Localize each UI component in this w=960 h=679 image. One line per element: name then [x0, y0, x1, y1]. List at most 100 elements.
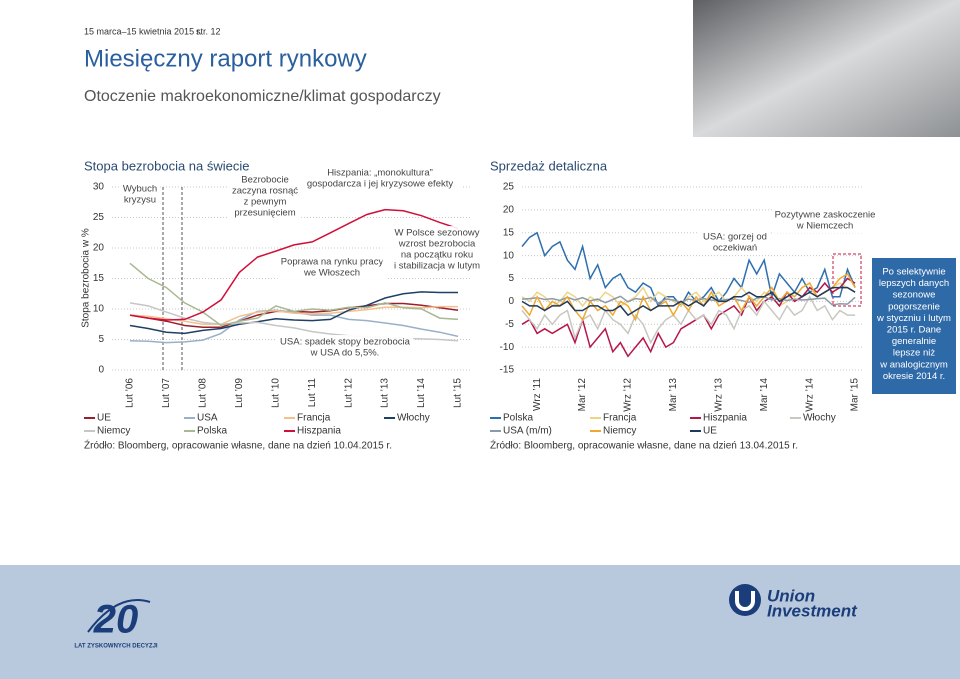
- annotation: Poprawa na rynku pracy: [281, 257, 384, 268]
- y-tick-label: 20: [503, 205, 515, 216]
- x-tick-label: Lut ’08: [198, 378, 209, 408]
- legend-label: Hiszpania: [297, 426, 341, 437]
- anniversary-text: LAT ZYSKOWNYCH DECYZJI: [74, 644, 158, 650]
- x-tick-label: Lut ’15: [453, 378, 464, 408]
- y-tick-label: 10: [93, 304, 105, 315]
- annotation: wzrost bezrobocia: [398, 239, 476, 250]
- legend-label: Hiszpania: [703, 413, 747, 424]
- series-line: [129, 262, 459, 327]
- series-line: [521, 231, 856, 308]
- legend-label: Włochy: [803, 413, 836, 424]
- annotation: USA: spadek stopy bezrobocia: [280, 337, 411, 348]
- x-tick-label: Mar ’13: [668, 378, 679, 412]
- legend-label: Niemcy: [97, 426, 130, 437]
- annotation: w USA do 5,5%.: [310, 348, 380, 359]
- side-note: w styczniu i lutym: [876, 313, 951, 324]
- series-line: [521, 286, 856, 317]
- annotation: we Włoszech: [303, 268, 360, 279]
- annotation-box: [119, 182, 161, 207]
- annotation: na początku roku: [401, 250, 473, 261]
- series-line: [129, 305, 458, 326]
- annotation-box: [772, 208, 878, 233]
- annotation: Bezrobocie: [241, 175, 289, 186]
- y-tick-label: 15: [503, 227, 515, 238]
- series-line: [129, 291, 458, 335]
- annotation: przesunięciem: [234, 208, 295, 219]
- side-note: generalnie: [892, 336, 936, 347]
- legend-label: UE: [97, 413, 111, 424]
- anniversary-swoosh: [87, 599, 151, 633]
- x-tick-label: Lut ’12: [343, 378, 354, 408]
- annotation: zaczyna rosnąć: [232, 186, 298, 197]
- x-tick-label: Mar ’14: [759, 378, 770, 412]
- chart-title: Sprzedaż detaliczna: [490, 158, 608, 173]
- y-tick-label: 10: [503, 250, 515, 261]
- side-note-box: [872, 258, 956, 394]
- annotation-box: [276, 335, 414, 360]
- anniversary-number: 20: [93, 598, 139, 642]
- x-tick-label: Lut ’09: [234, 378, 245, 408]
- annotation-box: [698, 230, 772, 255]
- x-tick-label: Wrz ’12: [623, 378, 634, 412]
- annotation: USA: gorzej od: [703, 232, 767, 243]
- annotation: z pewnym: [244, 197, 287, 208]
- side-note: Po selektywnie: [882, 267, 945, 278]
- annotation: W Polsce sezonowy: [394, 228, 479, 239]
- annotation-box: [228, 173, 302, 220]
- annotation: Pozytywne zaskoczenie: [775, 210, 876, 221]
- series-line: [129, 208, 459, 321]
- annotation-box: [297, 166, 463, 191]
- legend-label: Niemcy: [603, 426, 636, 437]
- x-tick-label: Lut ’06: [125, 378, 136, 408]
- x-tick-label: Lut ’14: [416, 378, 427, 408]
- legend-label: Polska: [197, 426, 227, 437]
- legend-label: Francja: [603, 413, 637, 424]
- x-tick-label: Wrz ’11: [532, 378, 543, 411]
- y-tick-label: 15: [93, 273, 105, 284]
- annotation-box: [277, 255, 387, 280]
- y-tick-label: 25: [93, 212, 105, 223]
- side-note: sezonowe: [893, 290, 936, 301]
- legend-label: Francja: [297, 413, 331, 424]
- y-tick-label: -10: [500, 342, 515, 353]
- legend-label: USA (m/m): [503, 426, 552, 437]
- y-tick-label: 25: [503, 182, 515, 193]
- source: Źródło: Bloomberg, opracowanie własne, d…: [490, 439, 798, 452]
- x-tick-label: Mar ’15: [850, 378, 861, 412]
- series-line: [521, 295, 856, 306]
- annotation: kryzysu: [124, 195, 156, 206]
- series-line: [521, 277, 856, 358]
- annotation-box: [382, 226, 492, 273]
- legend-label: Włochy: [397, 413, 430, 424]
- header-photo: [693, 0, 960, 137]
- side-note: lepsze niż: [893, 348, 935, 359]
- page-subtitle: Otoczenie makroekonomiczne/klimat gospod…: [84, 88, 441, 105]
- annotation: w Niemczech: [796, 221, 854, 232]
- page-title: Miesięczny raport rynkowy: [84, 45, 367, 72]
- y-axis-label: Stopa bezrobocia w %: [81, 228, 92, 328]
- annotation: Hiszpania: „monokultura”: [327, 168, 433, 179]
- brand-logo-mark: [735, 591, 755, 611]
- x-tick-label: Wrz ’14: [804, 378, 815, 412]
- x-tick-label: Wrz ’13: [713, 378, 724, 412]
- legend-label: USA: [197, 413, 218, 424]
- y-tick-label: 30: [93, 182, 105, 193]
- side-note: pogorszenie: [888, 301, 940, 312]
- header-page: str. 12: [196, 26, 221, 36]
- series-line: [521, 272, 856, 322]
- side-note: lepszych danych: [879, 278, 949, 289]
- footer-band: [0, 565, 960, 679]
- y-tick-label: -5: [505, 319, 514, 330]
- brand-logo: [729, 584, 761, 616]
- brand-name: Union: [767, 586, 815, 605]
- y-tick-label: 5: [98, 334, 104, 345]
- annotation: oczekiwań: [713, 243, 757, 254]
- chart-title: Stopa bezrobocia na świecie: [84, 158, 250, 173]
- source: Źródło: Bloomberg, opracowanie własne, d…: [84, 439, 392, 452]
- annotation: i stabilizacja w lutym: [394, 261, 480, 272]
- y-tick-label: 20: [93, 243, 105, 254]
- legend-label: Polska: [503, 413, 533, 424]
- y-tick-label: 5: [508, 273, 514, 284]
- x-tick-label: Mar ’12: [577, 378, 588, 412]
